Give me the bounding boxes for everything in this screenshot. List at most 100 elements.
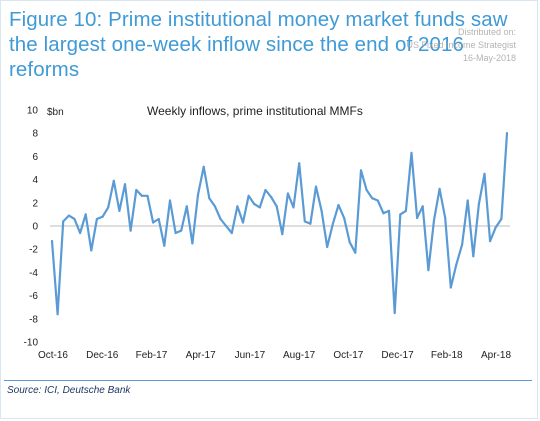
data-point — [191, 242, 194, 245]
y-tick-label: -2 — [29, 245, 38, 256]
data-point — [123, 183, 127, 186]
data-point — [359, 169, 363, 172]
data-point — [241, 221, 245, 224]
data-point — [101, 215, 104, 218]
data-point — [416, 216, 419, 219]
data-point — [489, 240, 492, 243]
data-point — [213, 205, 216, 208]
data-point — [62, 220, 65, 223]
data-point — [270, 195, 273, 199]
data-point — [73, 217, 76, 221]
data-point — [157, 217, 160, 221]
y-tick-label: 2 — [32, 198, 38, 209]
data-point — [281, 233, 284, 236]
data-point — [236, 205, 239, 208]
data-point — [393, 311, 396, 315]
chart-title: Weekly inflows, prime institutional MMFs — [147, 104, 363, 118]
data-point — [208, 197, 211, 200]
data-point — [472, 255, 475, 258]
data-point — [371, 197, 374, 200]
data-point — [505, 132, 509, 135]
y-tick-label: 6 — [32, 152, 38, 163]
data-point — [466, 199, 469, 202]
data-point — [185, 205, 188, 208]
data-point — [90, 249, 93, 252]
y-axis-label: $bn — [47, 107, 64, 118]
y-tick-label: 8 — [32, 129, 38, 140]
x-axis: Oct-16 Dec-16 Feb-17 Apr-17 Jun-17 Aug-17 Oct-… — [38, 350, 511, 361]
data-point — [258, 206, 261, 209]
data-point — [174, 231, 177, 235]
data-point — [163, 244, 166, 247]
data-point — [348, 241, 351, 244]
line-chart: 10 8 6 4 2 0 -2 -4 -6 -8 -10 Oct-16 Dec-16 Feb-17 Apr… — [24, 104, 512, 361]
data-point — [79, 231, 82, 235]
data-point — [230, 231, 233, 235]
y-tick-label: -4 — [29, 268, 38, 279]
x-tick-label: Feb-18 — [431, 350, 463, 361]
data-point — [438, 187, 441, 190]
data-point — [354, 251, 357, 254]
data-point — [292, 206, 295, 209]
data-point — [331, 222, 334, 225]
data-point — [247, 194, 250, 197]
watermark-line-1: Distributed on: — [457, 27, 516, 37]
distribution-watermark: Distributed on: US Fixed Income Strategi… — [406, 26, 516, 65]
data-point — [219, 217, 222, 221]
data-point — [399, 213, 402, 216]
data-point — [449, 286, 452, 289]
data-point — [461, 243, 464, 246]
figure-title: Figure 10: Prime institutional money mar… — [9, 8, 508, 81]
x-tick-label: Dec-17 — [381, 350, 414, 361]
data-point — [50, 240, 54, 243]
x-tick-label: Oct-17 — [333, 350, 363, 361]
data-point — [253, 202, 256, 206]
data-point — [365, 188, 368, 192]
y-tick-label: -6 — [29, 291, 38, 302]
data-point — [152, 221, 155, 224]
data-point — [129, 229, 132, 232]
data-point — [410, 151, 413, 154]
data-point — [421, 205, 424, 208]
data-point — [500, 217, 503, 221]
data-point — [118, 209, 121, 212]
data-point — [455, 263, 458, 266]
data-point — [477, 202, 480, 206]
data-point — [432, 219, 436, 222]
data-point — [95, 217, 98, 221]
data-point — [314, 185, 318, 188]
data-point — [264, 188, 267, 192]
data-point — [343, 216, 346, 219]
data-point — [427, 269, 430, 272]
data-point — [298, 162, 301, 165]
data-point — [483, 172, 486, 175]
x-tick-label: Feb-17 — [136, 350, 168, 361]
data-point — [320, 209, 323, 212]
data-point — [286, 192, 289, 195]
data-point — [387, 209, 391, 212]
y-tick-label: 0 — [32, 222, 38, 233]
data-point — [275, 205, 278, 208]
data-point — [309, 222, 312, 225]
series-line — [50, 132, 509, 316]
data-point — [107, 206, 110, 209]
watermark-line-2: US Fixed Income Strategist — [406, 40, 516, 50]
x-tick-label: Apr-18 — [481, 350, 511, 361]
y-tick-label: 10 — [27, 106, 39, 117]
source-note: Source: ICI, Deutsche Bank — [7, 385, 131, 396]
data-point — [337, 204, 340, 207]
data-point — [303, 220, 306, 223]
data-point — [494, 226, 497, 229]
data-points — [50, 132, 509, 316]
y-tick-label: 4 — [32, 175, 38, 186]
data-point — [180, 229, 183, 232]
data-point — [382, 212, 385, 215]
y-tick-label: -10 — [24, 338, 39, 349]
data-point — [404, 209, 407, 212]
data-point — [196, 193, 200, 196]
data-point — [56, 313, 59, 316]
data-point — [135, 188, 138, 192]
source-divider — [4, 380, 532, 381]
x-tick-label: Apr-17 — [186, 350, 216, 361]
